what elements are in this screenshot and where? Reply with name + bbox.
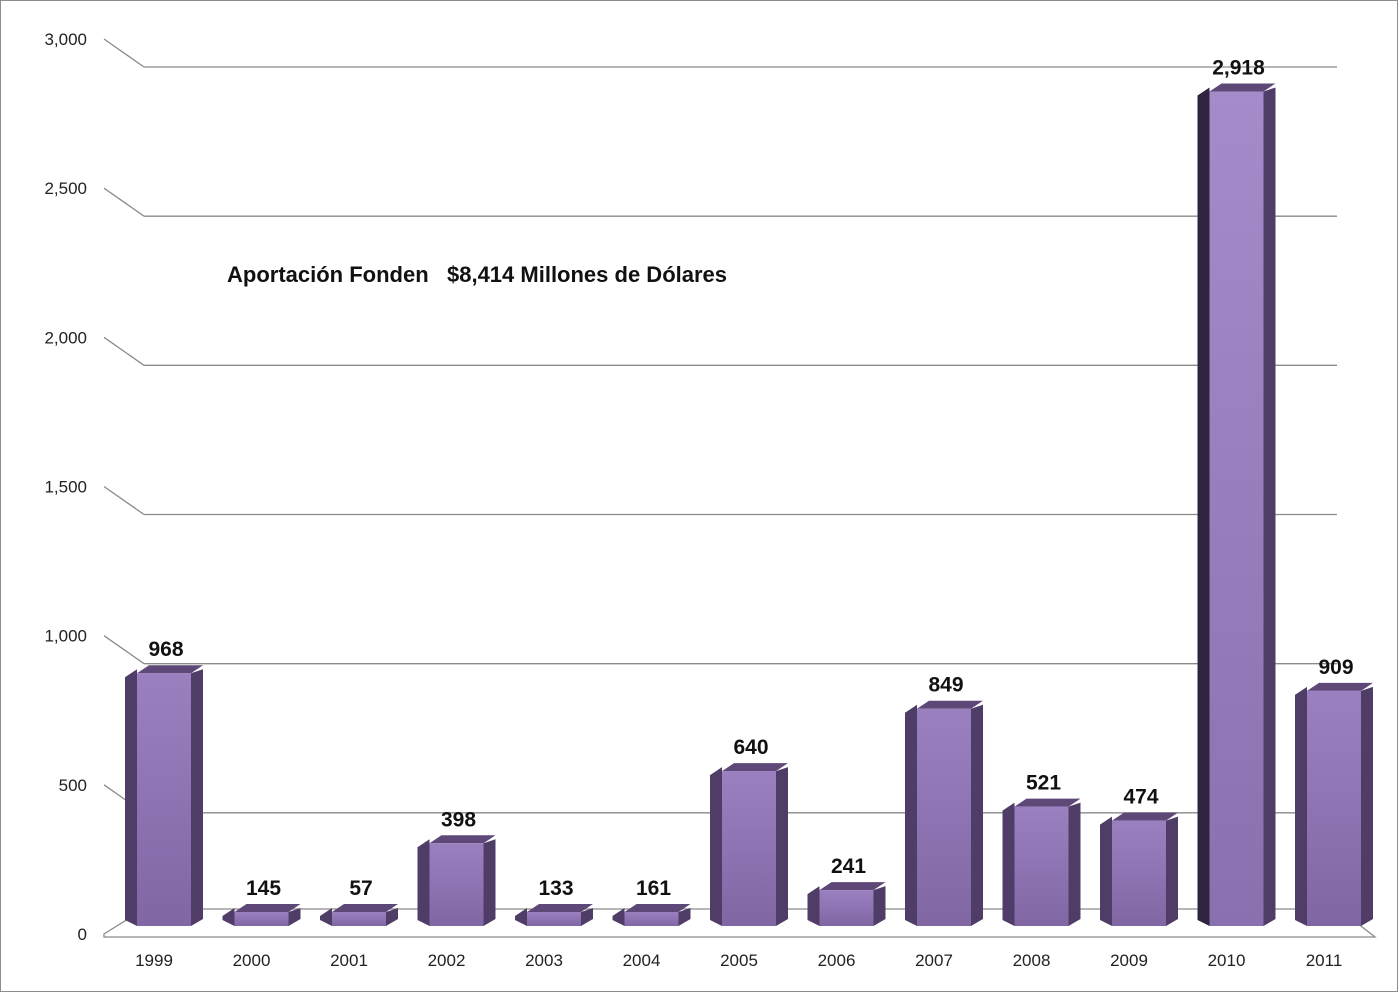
bar-right-side-2005	[776, 767, 788, 926]
bar-top-2004	[624, 904, 691, 912]
x-tick-label-2006: 2006	[818, 951, 856, 970]
grid-connector-1000	[103, 635, 145, 665]
bar-2004	[624, 912, 679, 926]
data-label-2005: 640	[733, 736, 768, 759]
bar-right-side-2008	[1068, 802, 1081, 926]
bar-2002	[429, 843, 484, 926]
x-tick-label-2005: 2005	[720, 951, 758, 970]
grid-connector-3000	[103, 38, 145, 68]
bar-top-2010	[1209, 83, 1276, 92]
grid-connector-2500	[103, 187, 145, 217]
x-tick-label-2000: 2000	[233, 951, 271, 970]
bar-top-2006	[819, 882, 886, 891]
grid-lines	[103, 38, 1337, 814]
x-tick-label-2011: 2011	[1306, 951, 1343, 970]
data-label-2008: 521	[1026, 772, 1061, 795]
bar-2003	[527, 912, 581, 926]
y-tick-label-1500: 1,500	[44, 478, 87, 497]
y-tick-label-500: 500	[59, 776, 87, 795]
bar-right-side-2004	[678, 908, 691, 926]
x-tick-label-2004: 2004	[623, 951, 661, 970]
data-label-2010: 2,918	[1212, 56, 1265, 79]
bar-right-side-2009	[1166, 816, 1178, 926]
bar-top-2008	[1014, 798, 1081, 807]
x-tick-label-2007: 2007	[915, 951, 953, 970]
data-label-2003: 133	[538, 877, 573, 900]
bar-side-2003	[515, 908, 527, 926]
bar-top-1999	[137, 665, 203, 674]
bar-side-2005	[710, 767, 722, 926]
bar-right-side-2011	[1361, 686, 1373, 926]
bar-1999	[137, 673, 191, 926]
bar-side-2002	[417, 839, 430, 926]
data-label-2000: 145	[246, 877, 281, 900]
grid-connector-2000	[103, 336, 145, 366]
bar-2011	[1307, 690, 1361, 926]
bar-top-2005	[722, 763, 788, 772]
y-tick-label-3000: 3,000	[44, 30, 87, 49]
bar-side-2008	[1002, 802, 1015, 926]
bar-right-side-2001	[386, 908, 398, 926]
data-label-2007: 849	[928, 674, 963, 697]
bar-2008	[1014, 806, 1069, 926]
bar-2010	[1209, 91, 1264, 927]
grid-connector-1500	[103, 485, 145, 516]
bars	[125, 83, 1373, 927]
bar-right-side-2003	[581, 908, 593, 926]
bar-right-side-2006	[873, 886, 886, 926]
bar-2001	[332, 912, 386, 926]
bar-side-2007	[905, 704, 917, 926]
bar-side-2000	[222, 908, 235, 926]
bar-top-2003	[527, 904, 593, 912]
x-tick-label-2009: 2009	[1110, 951, 1148, 970]
data-label-2009: 474	[1123, 786, 1158, 809]
data-label-2002: 398	[441, 808, 476, 831]
bar-side-2011	[1295, 686, 1307, 926]
bar-2005	[722, 771, 776, 926]
bar-top-2011	[1307, 682, 1373, 691]
x-tick-label-2010: 2010	[1208, 951, 1246, 970]
bar-side-2004	[612, 908, 625, 926]
bar-2006	[819, 890, 874, 926]
bar-side-2006	[807, 886, 820, 926]
x-tick-label-1999: 1999	[135, 951, 173, 970]
data-label-2006: 241	[831, 855, 866, 878]
x-tick-label-2008: 2008	[1013, 951, 1051, 970]
data-label-2011: 909	[1318, 656, 1353, 679]
bar-2009	[1112, 820, 1166, 926]
labels: 0 500 1,000 1,500 2,000 2,500 3,000 968 1999 145 2…	[44, 30, 1353, 970]
data-label-2004: 161	[636, 877, 671, 900]
y-tick-label-2000: 2,000	[44, 328, 87, 347]
bar-2000	[234, 912, 289, 926]
data-label-1999: 968	[148, 638, 183, 661]
x-tick-label-2002: 2002	[428, 951, 466, 970]
y-tick-label-1000: 1,000	[44, 627, 87, 646]
bar-side-2010	[1197, 87, 1210, 927]
y-tick-label-0: 0	[78, 925, 87, 944]
bar-right-side-2010	[1263, 87, 1276, 927]
bar-side-2001	[320, 908, 332, 926]
x-tick-label-2003: 2003	[525, 951, 563, 970]
bar-top-2009	[1112, 812, 1178, 821]
bar-side-2009	[1100, 816, 1112, 926]
bar-right-side-2000	[288, 908, 301, 926]
bar-side-1999	[125, 669, 137, 926]
bar-top-2007	[917, 700, 983, 709]
bar-right-side-2007	[971, 704, 983, 926]
bar-2007	[917, 708, 971, 926]
data-label-2001: 57	[349, 877, 372, 900]
x-tick-label-2001: 2001	[330, 951, 368, 970]
bar-right-side-1999	[191, 669, 203, 926]
bar-top-2001	[332, 904, 398, 912]
bar-right-side-2002	[483, 839, 496, 926]
bar-top-2000	[234, 904, 301, 912]
chart-annotation: Aportación Fonden $8,414 Millones de Dól…	[227, 262, 727, 287]
y-tick-label-2500: 2,500	[44, 179, 87, 198]
bar-top-2002	[429, 835, 496, 844]
